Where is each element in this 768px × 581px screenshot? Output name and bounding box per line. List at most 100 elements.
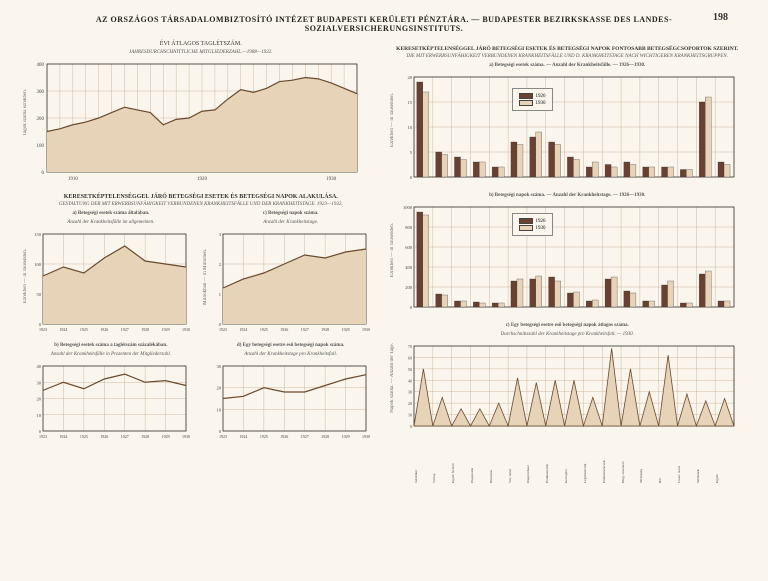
legend-1930: 1930 — [536, 101, 546, 106]
svg-text:1: 1 — [219, 292, 221, 297]
category-label: Egyéb — [715, 438, 734, 483]
category-label: Érzékszervek — [545, 438, 564, 483]
svg-text:30: 30 — [216, 364, 221, 369]
svg-text:0: 0 — [409, 175, 412, 180]
chart-c3-ylabel: Napok száma. — Anzahl der Tage. — [390, 343, 395, 413]
svg-text:10: 10 — [407, 125, 412, 130]
svg-text:1924: 1924 — [239, 434, 247, 439]
svg-text:1925: 1925 — [260, 434, 268, 439]
chart-b1-subtitle: Anzahl der Krankheitsfälle im allgemeine… — [25, 220, 197, 225]
svg-text:1930: 1930 — [182, 327, 190, 332]
svg-text:100: 100 — [34, 262, 42, 267]
legend-1926: 1926 — [536, 94, 546, 99]
chart-b1-title: a) Betegségi esetek száma általában. — [25, 211, 197, 216]
chart-b1-container: a) Betegségi esetek száma általában. Anz… — [25, 211, 197, 339]
chart-c3-container: c) Egy betegségi esetre eső betegségi na… — [392, 323, 744, 483]
chart-b4-container: d) Egy betegségi esetre eső betegségi na… — [205, 343, 377, 446]
category-label: Vérbaj — [432, 438, 451, 483]
svg-text:30: 30 — [37, 380, 42, 385]
category-label: Légzőszervek — [583, 438, 602, 483]
svg-text:1924: 1924 — [59, 434, 67, 439]
category-label: Csont, izom — [677, 438, 696, 483]
svg-text:200: 200 — [37, 117, 45, 122]
svg-text:1910: 1910 — [68, 177, 79, 182]
svg-text:400: 400 — [37, 63, 45, 68]
chart-c2-title: b) Betegségi napok száma. — Anzahl der K… — [392, 193, 744, 198]
svg-text:1925: 1925 — [260, 327, 268, 332]
svg-text:1924: 1924 — [59, 327, 67, 332]
chart-b1: 0501001501923192419251926192719281929193… — [25, 229, 190, 339]
svg-text:1923: 1923 — [39, 434, 47, 439]
svg-text:1925: 1925 — [80, 434, 88, 439]
category-label: Emésztőszervek — [602, 438, 621, 483]
svg-text:60: 60 — [408, 355, 412, 360]
right-subtitle: DIE MIT ERWERBSUNFÄHIGKEIT VERBUNDENEN K… — [392, 54, 744, 59]
svg-text:1926: 1926 — [100, 327, 108, 332]
svg-text:20: 20 — [216, 386, 221, 391]
svg-text:1930: 1930 — [326, 177, 337, 182]
chart-b1-ylabel: Ezrekben — in Tausenden. — [23, 249, 28, 303]
svg-text:20: 20 — [37, 397, 42, 402]
chart-b4: 010203019231924192519261927192819291930 — [205, 361, 370, 446]
svg-text:20: 20 — [407, 75, 412, 80]
svg-text:1928: 1928 — [321, 434, 329, 439]
chart-b3: 0102030401923192419251926192719281929193… — [25, 361, 190, 446]
svg-text:10: 10 — [216, 407, 221, 412]
svg-text:1928: 1928 — [321, 327, 329, 332]
svg-text:1930: 1930 — [362, 327, 370, 332]
svg-text:300: 300 — [37, 90, 45, 95]
svg-text:0: 0 — [409, 305, 412, 310]
legend-1926-2: 1926 — [536, 219, 546, 224]
chart-b3-container: b) Betegségi esetek száma a taglétszám s… — [25, 343, 197, 446]
svg-text:600: 600 — [405, 245, 413, 250]
svg-text:20: 20 — [408, 401, 412, 406]
category-label: Rheumás — [489, 438, 508, 483]
category-label: Terhesség — [639, 438, 658, 483]
svg-text:150: 150 — [34, 232, 42, 237]
chart-b2-container: c) Betegségi napok száma. Anzahl der Kra… — [205, 211, 377, 339]
svg-text:1927: 1927 — [300, 434, 308, 439]
svg-text:0: 0 — [410, 424, 412, 429]
svg-text:1927: 1927 — [121, 434, 129, 439]
chart-a-container: ÉVI ÁTLAGOS TAGLÉTSZÁM. JAHRESDURCHSCHNI… — [25, 41, 377, 189]
svg-text:1929: 1929 — [341, 327, 349, 332]
svg-text:1923: 1923 — [219, 327, 227, 332]
svg-text:0: 0 — [42, 171, 45, 176]
svg-text:1920: 1920 — [197, 177, 208, 182]
svg-text:5: 5 — [409, 150, 412, 155]
chart-a-title: ÉVI ÁTLAGOS TAGLÉTSZÁM. — [25, 41, 377, 47]
right-title: KERESETKÉPTELENSÉGGEL JÁRÓ BETEGSÉGI ESE… — [392, 46, 744, 52]
chart-c2: 02004006008001000 — [392, 202, 742, 317]
category-label: Daganatok — [470, 438, 489, 483]
svg-text:1926: 1926 — [280, 327, 288, 332]
svg-text:50: 50 — [37, 292, 42, 297]
svg-text:70: 70 — [408, 344, 412, 349]
category-label: Keringési — [564, 438, 583, 483]
svg-text:800: 800 — [405, 225, 413, 230]
svg-text:100: 100 — [37, 144, 45, 149]
main-title: AZ ORSZÁGOS TÁRSADALOMBIZTOSÍTÓ INTÉZET … — [25, 15, 743, 33]
svg-text:1927: 1927 — [121, 327, 129, 332]
svg-text:1926: 1926 — [100, 434, 108, 439]
chart-b2-title: c) Betegségi napok száma. — [205, 211, 377, 216]
svg-text:3: 3 — [219, 232, 222, 237]
svg-text:1924: 1924 — [239, 327, 247, 332]
svg-text:1928: 1928 — [141, 434, 149, 439]
svg-text:50: 50 — [408, 367, 412, 372]
svg-text:30: 30 — [408, 390, 412, 395]
category-label: Bőr — [658, 438, 677, 483]
svg-text:15: 15 — [407, 100, 412, 105]
svg-text:1930: 1930 — [362, 434, 370, 439]
svg-text:10: 10 — [37, 413, 42, 418]
chart-b2-ylabel: Milliókban — in Millionen. — [203, 249, 208, 305]
chart-b3-title: b) Betegségi esetek száma a taglétszám s… — [25, 343, 197, 348]
chart-a: 0 100 200 300 400 1910 1920 1930 — [25, 59, 365, 189]
chart-b4-subtitle: Anzahl der Krankheitstage pro Krankheits… — [205, 352, 377, 357]
svg-text:1929: 1929 — [162, 434, 170, 439]
svg-text:1929: 1929 — [162, 327, 170, 332]
chart-c3: 010203040506070 — [392, 341, 742, 436]
svg-text:40: 40 — [37, 364, 42, 369]
chart-c2-ylabel: Ezrekben — in Tausenden. — [390, 223, 395, 277]
chart-c2-legend: 1926 1930 — [512, 213, 553, 236]
chart-b2: 012319231924192519261927192819291930 — [205, 229, 370, 339]
